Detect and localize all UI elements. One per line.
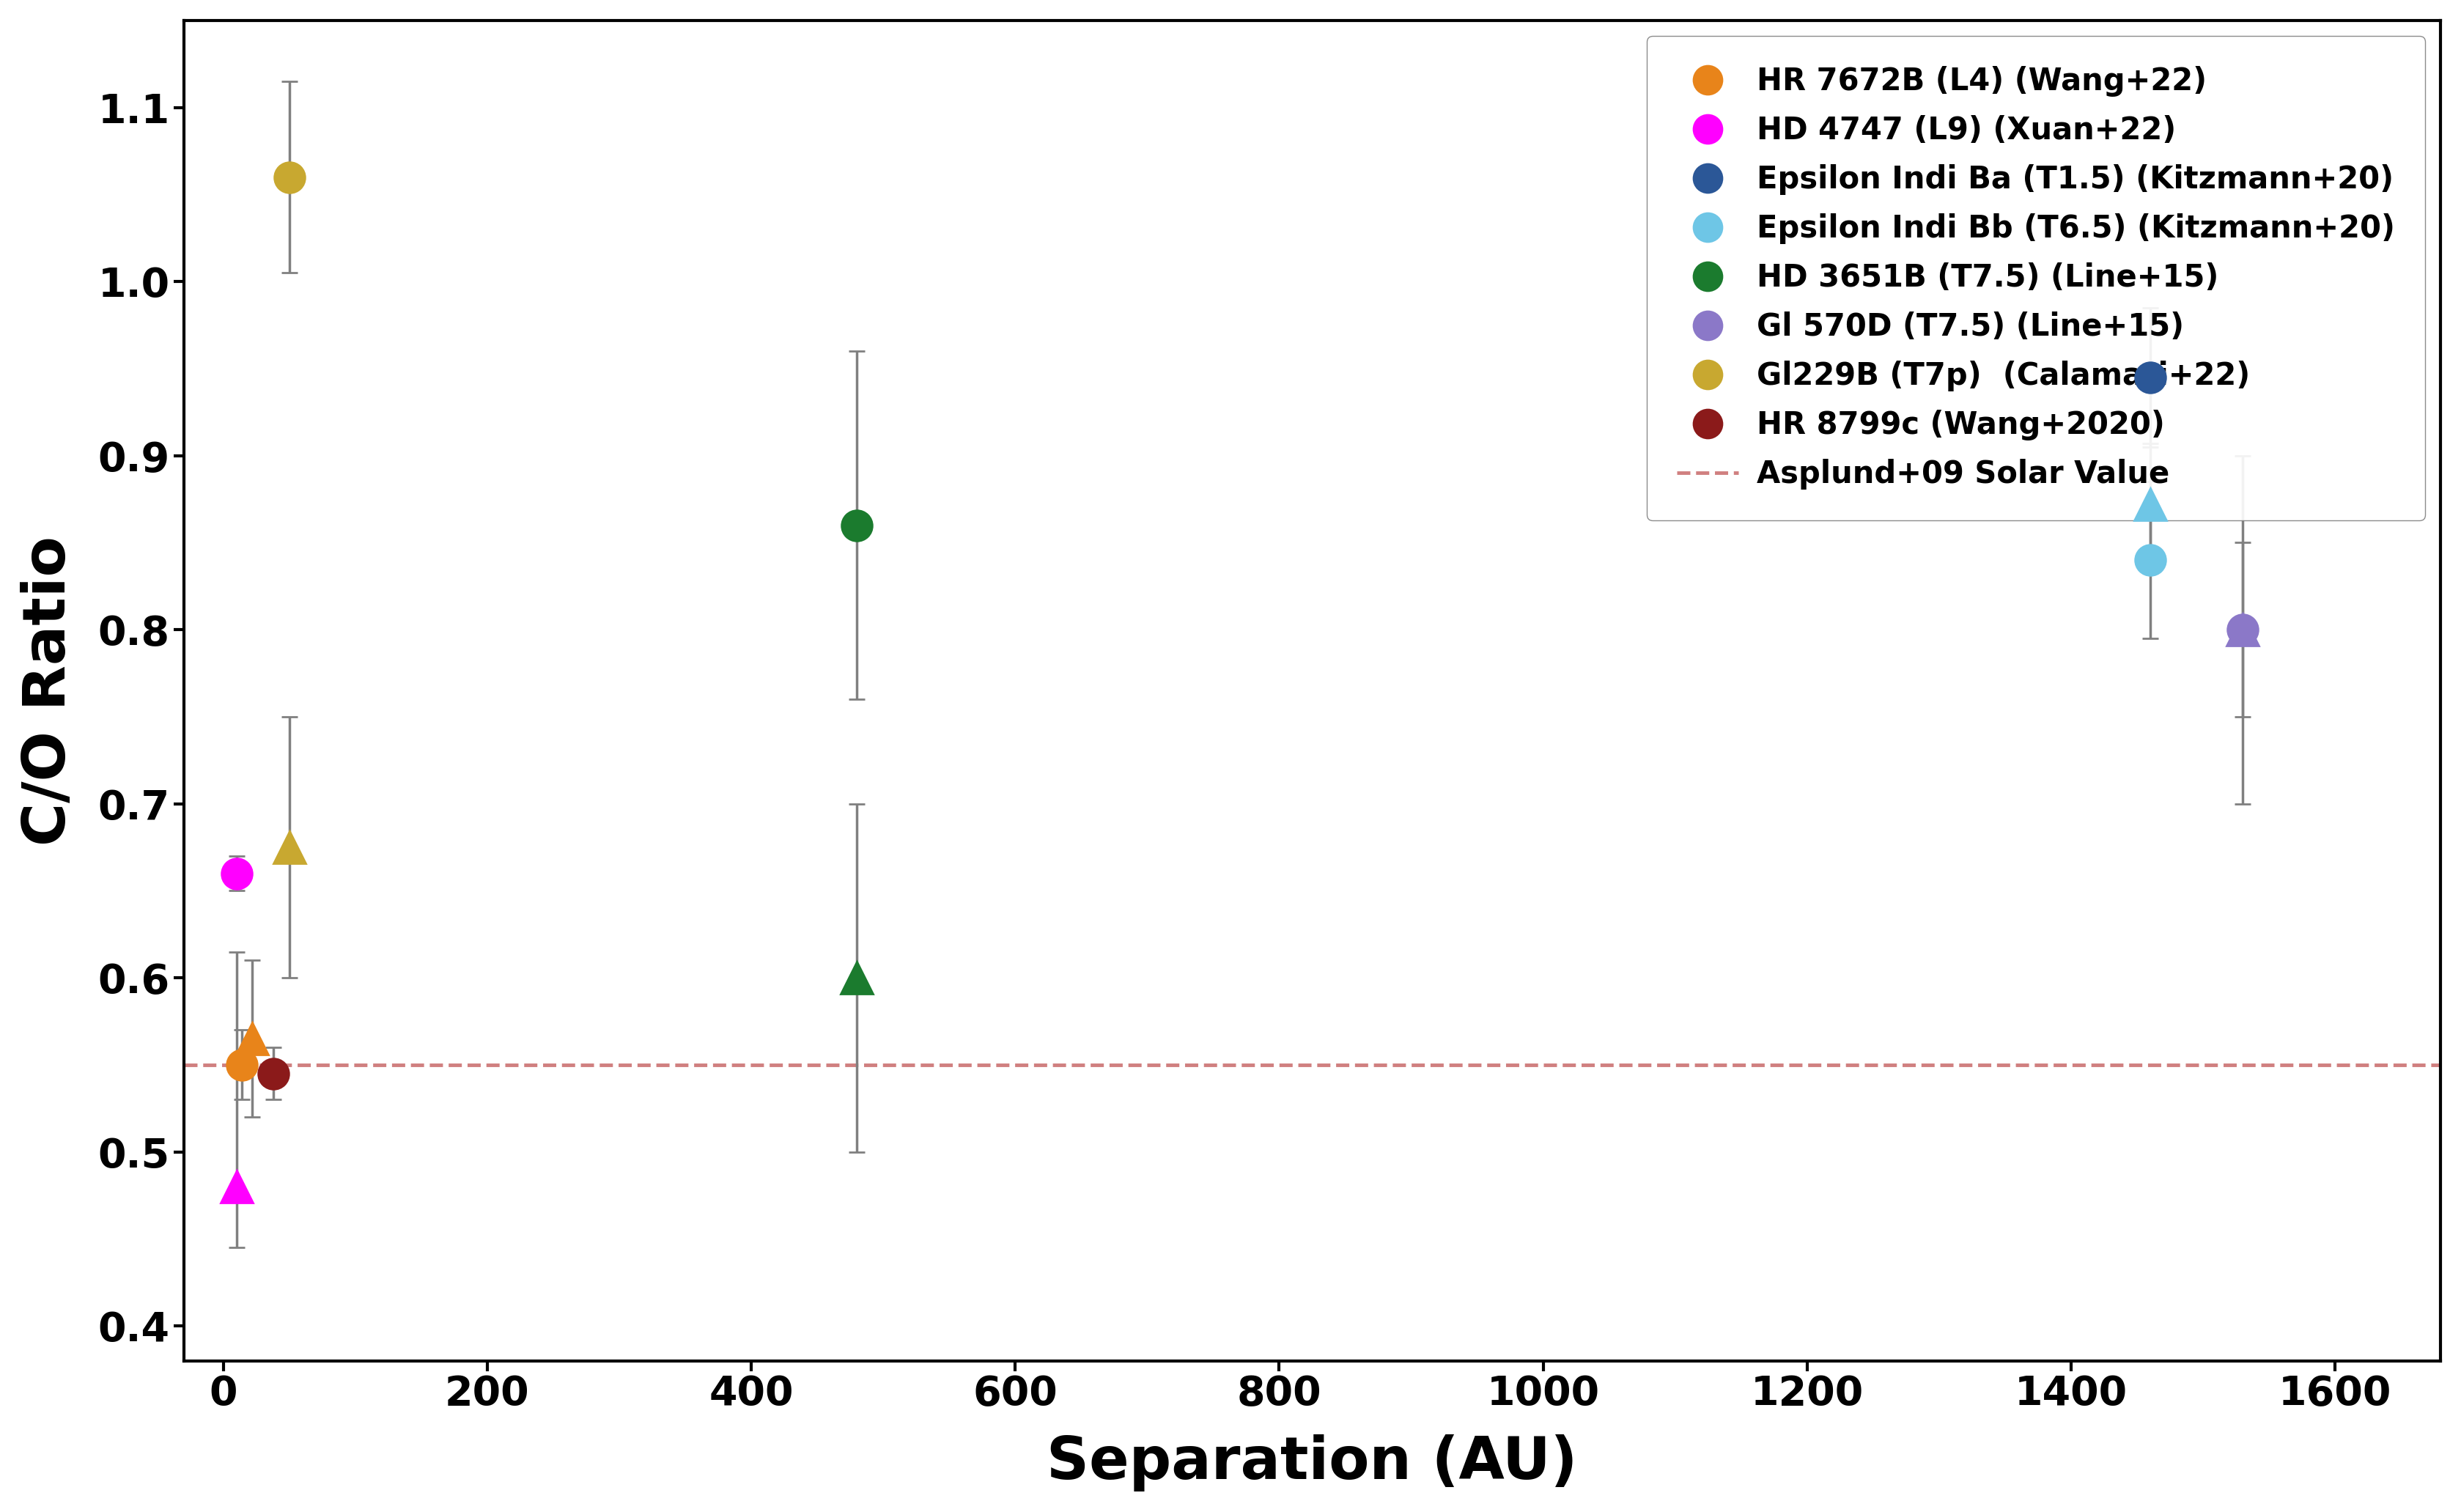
Y-axis label: C/O Ratio: C/O Ratio [20,535,79,845]
Legend: HR 7672B (L4) (Wang+22), HD 4747 (L9) (Xuan+22), Epsilon Indi Ba (T1.5) (Kitzman: HR 7672B (L4) (Wang+22), HD 4747 (L9) (X… [1646,36,2427,520]
X-axis label: Separation (AU): Separation (AU) [1046,1435,1578,1492]
